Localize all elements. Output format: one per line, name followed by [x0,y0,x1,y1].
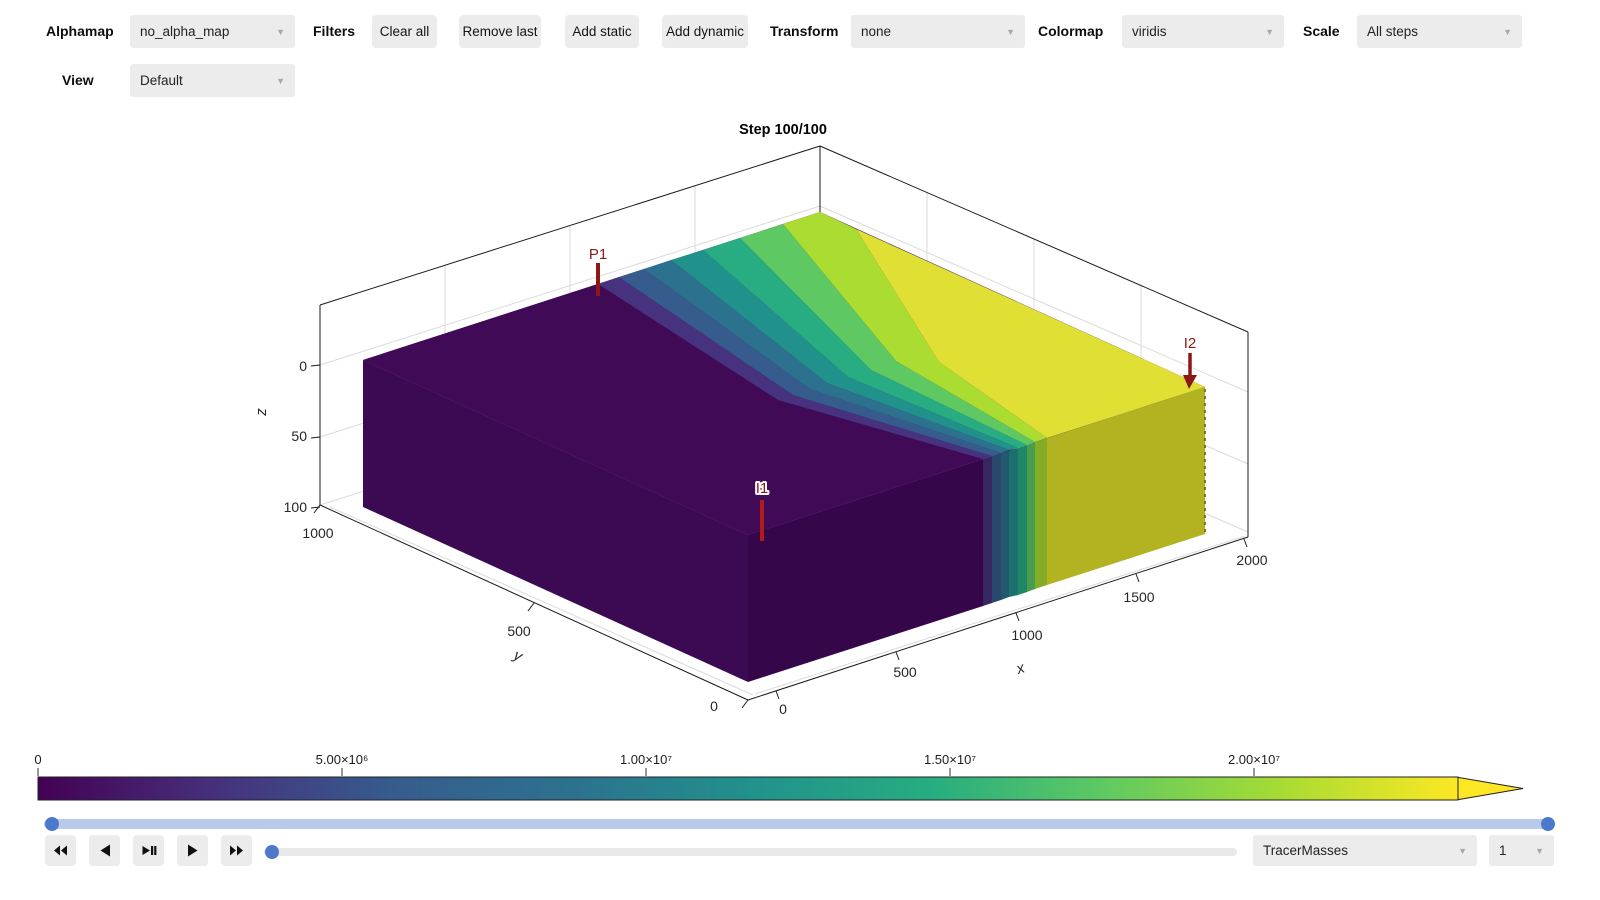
play-pause-button[interactable] [133,835,164,866]
z-tick-100: 100 [284,499,308,515]
y-tick-0: 0 [710,698,718,714]
color-range-max-handle[interactable] [1541,817,1555,831]
timestep-slider-handle[interactable] [265,845,279,859]
colormap-value: viridis [1132,24,1167,39]
view-select[interactable]: Default ▼ [130,64,295,97]
chevron-down-icon: ▼ [1503,26,1512,37]
box-left-face [363,360,748,682]
x-tick-0: 0 [779,701,787,717]
cbar-tick-4: 2.00×10⁷ [1228,752,1280,767]
alphamap-value: no_alpha_map [140,24,230,39]
chevron-down-icon: ▼ [1006,26,1015,37]
colormap-label: Colormap [1038,23,1104,39]
play-button[interactable] [177,835,208,866]
x-axis-label: x [1013,659,1027,678]
box-front-face [748,387,1206,682]
colorbar: 0 5.00×10⁶ 1.00×10⁷ 1.50×10⁷ 2.00×10⁷ [0,742,1600,808]
scale-label: Scale [1303,23,1340,39]
colorbar-tick-labels: 0 5.00×10⁶ 1.00×10⁷ 1.50×10⁷ 2.00×10⁷ [34,752,1280,767]
chevron-down-icon: ▼ [276,75,285,86]
well-P1-label: P1 [589,246,607,263]
well-I2: I2 [1183,335,1197,389]
cbar-tick-0: 0 [34,752,41,767]
cbar-tick-2: 1.00×10⁷ [620,752,672,767]
colorbar-tick-marks [37,768,1255,776]
cbar-tick-3: 1.50×10⁷ [924,752,976,767]
z-tick-50: 50 [291,428,307,444]
well-I2-label: I2 [1184,335,1197,352]
view-label: View [62,72,94,88]
plot-title: Step 100/100 [739,122,827,138]
chevron-down-icon: ▼ [1265,26,1274,37]
z-tick-0: 0 [299,358,307,374]
plot-3d-view[interactable]: P1 I1 I2 [250,100,1330,740]
timestep-slider-track[interactable] [264,848,1237,856]
axis-tick-labels: 0 50 100 1000 500 0 0 500 1000 1500 2000 [284,358,1268,717]
cbar-tick-1: 5.00×10⁶ [316,752,369,767]
play-icon [187,844,197,857]
step-back-icon [100,844,110,857]
view-value: Default [140,73,183,88]
fast-forward-icon [230,845,243,856]
transform-value: none [861,24,892,39]
well-I1: I1 [754,478,770,541]
play-pause-icon [142,846,156,855]
well-markers: P1 I1 I2 [589,246,1197,541]
filters-label: Filters [313,23,356,39]
property-select[interactable]: TracerMasses ▼ [1253,835,1477,866]
remove-last-button[interactable]: Remove last [459,15,541,48]
well-P1: P1 [589,246,607,296]
property-value: TracerMasses [1263,843,1349,858]
scale-value: All steps [1367,24,1419,39]
clear-all-button[interactable]: Clear all [372,15,437,48]
color-range-min-handle[interactable] [45,817,59,831]
x-tick-1000: 1000 [1011,627,1042,643]
fast-forward-button[interactable] [221,835,252,866]
z-axis-label: z [253,408,270,417]
x-tick-500: 500 [893,664,917,680]
x-tick-2000: 2000 [1236,552,1267,568]
well-I1-label: I1 [756,480,769,497]
color-range-slider-track[interactable] [44,819,1555,829]
alphamap-label: Alphamap [46,23,114,39]
chevron-down-icon: ▼ [1535,845,1544,856]
index-value: 1 [1499,843,1507,858]
axes-frame [319,145,1249,701]
box-top-face [363,212,1205,535]
transform-label: Transform [770,23,839,39]
y-tick-1000: 1000 [302,525,333,541]
axis-ticks [310,364,1248,709]
transform-select[interactable]: none ▼ [851,15,1025,48]
x-tick-1500: 1500 [1123,589,1154,605]
index-select[interactable]: 1 ▼ [1489,835,1554,866]
add-dynamic-button[interactable]: Add dynamic [662,15,748,48]
alphamap-select[interactable]: no_alpha_map ▼ [130,15,295,48]
chevron-down-icon: ▼ [276,26,285,37]
add-static-button[interactable]: Add static [565,15,639,48]
y-axis-label: y [510,646,526,666]
step-back-button[interactable] [89,835,120,866]
colormap-select[interactable]: viridis ▼ [1122,15,1284,48]
rewind-icon [54,845,67,856]
rewind-button[interactable] [45,835,76,866]
chevron-down-icon: ▼ [1458,845,1467,856]
colorbar-gradient-bar [37,776,1524,801]
scale-select[interactable]: All steps ▼ [1357,15,1522,48]
y-tick-500: 500 [507,623,531,639]
